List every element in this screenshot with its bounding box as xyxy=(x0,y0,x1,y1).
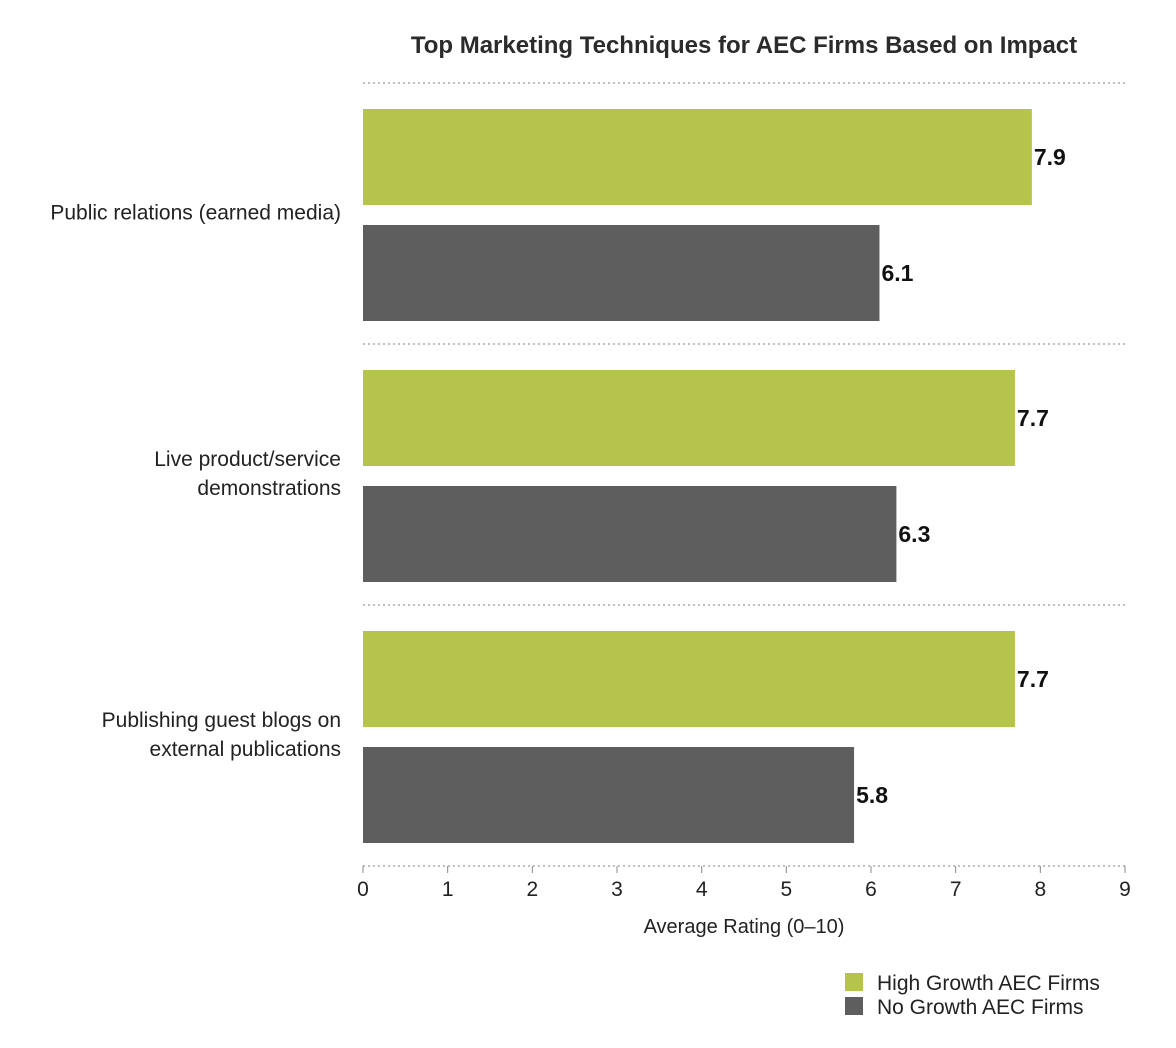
bar-value-label: 7.7 xyxy=(1017,666,1049,692)
bars-group xyxy=(363,109,1032,843)
value-labels-group: 7.9 6.1 7.7 6.3 7.7 5.8 xyxy=(856,144,1066,808)
category-label: Public relations (earned media) xyxy=(50,202,341,225)
bar-value-label: 7.7 xyxy=(1017,405,1049,431)
tick-label: 3 xyxy=(611,878,623,901)
chart-title: Top Marketing Techniques for AEC Firms B… xyxy=(411,32,1077,59)
x-axis-ticks: 0 1 2 3 4 5 6 7 8 9 xyxy=(357,866,1131,901)
group-separators xyxy=(363,82,1125,867)
tick-label: 1 xyxy=(442,878,454,901)
bar-value-label: 6.3 xyxy=(898,521,930,547)
bar-value-label: 5.8 xyxy=(856,782,888,808)
tick-label: 0 xyxy=(357,878,369,901)
x-axis-title: Average Rating (0–10) xyxy=(644,916,845,938)
bar-value-label: 7.9 xyxy=(1034,144,1066,170)
tick-label: 2 xyxy=(526,878,538,901)
tick-label: 6 xyxy=(865,878,877,901)
tick-label: 5 xyxy=(780,878,792,901)
bar-high-growth xyxy=(363,631,1015,727)
bar-high-growth xyxy=(363,370,1015,466)
legend-swatch xyxy=(845,973,863,991)
legend-label: No Growth AEC Firms xyxy=(877,996,1084,1019)
bar-no-growth xyxy=(363,225,880,321)
category-labels-group: Public relations (earned media) Live prod… xyxy=(50,202,341,762)
category-label: Live product/service xyxy=(154,448,341,471)
bar-no-growth xyxy=(363,486,897,582)
bar-value-label: 6.1 xyxy=(881,260,913,286)
tick-label: 4 xyxy=(696,878,708,901)
tick-label: 7 xyxy=(950,878,962,901)
tick-label: 9 xyxy=(1119,878,1131,901)
tick-label: 8 xyxy=(1034,878,1046,901)
category-label: demonstrations xyxy=(197,477,341,500)
bar-high-growth xyxy=(363,109,1032,205)
category-label: Publishing guest blogs on xyxy=(102,709,341,732)
bar-no-growth xyxy=(363,747,855,843)
legend-label: High Growth AEC Firms xyxy=(877,972,1100,995)
category-label: external publications xyxy=(150,738,341,761)
legend-swatch xyxy=(845,997,863,1015)
